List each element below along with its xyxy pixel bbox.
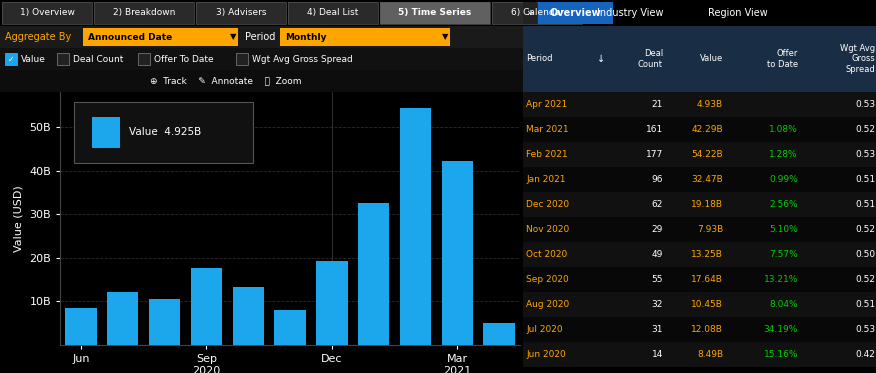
Text: Jun 2020: Jun 2020 <box>526 350 566 359</box>
Text: 13.25B: 13.25B <box>691 250 723 259</box>
Text: Dec 2020: Dec 2020 <box>526 200 569 209</box>
Text: Offer
to Date: Offer to Date <box>766 49 798 69</box>
Text: Wgt Avg
Gross
Spread: Wgt Avg Gross Spread <box>840 44 875 74</box>
Text: ▼: ▼ <box>230 32 237 41</box>
Text: 1.28%: 1.28% <box>769 150 798 159</box>
Text: 0.53: 0.53 <box>855 325 875 334</box>
Text: Aggregate By: Aggregate By <box>5 32 71 42</box>
Text: Value  4.925B: Value 4.925B <box>129 128 201 138</box>
Text: Mar 2021: Mar 2021 <box>526 125 569 134</box>
Text: »: » <box>526 8 533 18</box>
Text: 0.52: 0.52 <box>855 125 875 134</box>
Text: 4.93B: 4.93B <box>697 100 723 109</box>
Text: 19.18B: 19.18B <box>691 200 723 209</box>
Bar <box>65 308 96 345</box>
Bar <box>92 117 120 148</box>
Text: ✓: ✓ <box>8 54 14 63</box>
Text: Period: Period <box>245 32 275 42</box>
Text: Region View: Region View <box>708 8 768 18</box>
Text: 49: 49 <box>652 250 663 259</box>
Text: Period: Period <box>526 54 553 63</box>
Bar <box>149 300 180 345</box>
Text: Wgt Avg Gross Spread: Wgt Avg Gross Spread <box>252 54 353 63</box>
Text: 21: 21 <box>652 100 663 109</box>
Text: 8.04%: 8.04% <box>769 300 798 309</box>
Text: Announced Date: Announced Date <box>88 32 173 41</box>
Text: 5) Time Series: 5) Time Series <box>399 9 471 18</box>
Text: 0.53: 0.53 <box>855 150 875 159</box>
Text: 31: 31 <box>652 325 663 334</box>
Bar <box>399 109 431 345</box>
Bar <box>358 203 389 345</box>
Text: 42.29B: 42.29B <box>691 125 723 134</box>
Text: Aug 2020: Aug 2020 <box>526 300 569 309</box>
Text: 7.57%: 7.57% <box>769 250 798 259</box>
Text: ↓: ↓ <box>597 54 605 64</box>
Text: 0.42: 0.42 <box>855 350 875 359</box>
Text: Apr 2021: Apr 2021 <box>526 100 568 109</box>
Text: Oct 2020: Oct 2020 <box>526 250 568 259</box>
Bar <box>107 292 138 345</box>
Text: 1.08%: 1.08% <box>769 125 798 134</box>
Text: 32.47B: 32.47B <box>691 175 723 184</box>
Text: 0.51: 0.51 <box>855 175 875 184</box>
Bar <box>274 310 306 345</box>
Text: 15.16%: 15.16% <box>764 350 798 359</box>
Text: 55: 55 <box>652 275 663 284</box>
Bar <box>316 261 348 345</box>
Bar <box>484 323 515 345</box>
Text: 54.22B: 54.22B <box>691 150 723 159</box>
Text: Jan 2021: Jan 2021 <box>526 175 566 184</box>
Text: 10.45B: 10.45B <box>691 300 723 309</box>
Text: 0.52: 0.52 <box>855 225 875 234</box>
Text: 8.49B: 8.49B <box>697 350 723 359</box>
Text: 62: 62 <box>652 200 663 209</box>
Text: ⊕  Track    ✎  Annotate    🔍  Zoom: ⊕ Track ✎ Annotate 🔍 Zoom <box>150 76 301 85</box>
Text: Feb 2021: Feb 2021 <box>526 150 568 159</box>
Text: 4) Deal List: 4) Deal List <box>307 9 358 18</box>
Text: 177: 177 <box>646 150 663 159</box>
Text: Value: Value <box>21 54 46 63</box>
Text: 13.21%: 13.21% <box>764 275 798 284</box>
Text: Offer To Date: Offer To Date <box>154 54 214 63</box>
Text: Value: Value <box>700 54 723 63</box>
Text: 29: 29 <box>652 225 663 234</box>
Text: 2) Breakdown: 2) Breakdown <box>113 9 175 18</box>
Text: 32: 32 <box>652 300 663 309</box>
Text: 14: 14 <box>652 350 663 359</box>
Text: 34.19%: 34.19% <box>764 325 798 334</box>
Text: 7.93B: 7.93B <box>696 225 723 234</box>
Text: Overview: Overview <box>549 8 601 18</box>
Text: 0.50: 0.50 <box>855 250 875 259</box>
Text: 0.99%: 0.99% <box>769 175 798 184</box>
FancyBboxPatch shape <box>74 102 253 163</box>
Bar <box>191 268 222 345</box>
Text: Industry View: Industry View <box>597 8 663 18</box>
Text: Sep 2020: Sep 2020 <box>526 275 569 284</box>
Text: 2.56%: 2.56% <box>769 200 798 209</box>
Text: ▼: ▼ <box>442 32 449 41</box>
Bar <box>232 287 264 345</box>
Text: Deal Count: Deal Count <box>73 54 124 63</box>
Text: 0.52: 0.52 <box>855 275 875 284</box>
Text: 0.51: 0.51 <box>855 300 875 309</box>
Text: Jul 2020: Jul 2020 <box>526 325 562 334</box>
Text: 0.51: 0.51 <box>855 200 875 209</box>
Text: 1) Overview: 1) Overview <box>19 9 74 18</box>
Text: 161: 161 <box>646 125 663 134</box>
Text: Monthly: Monthly <box>285 32 327 41</box>
Text: 3) Advisers: 3) Advisers <box>215 9 266 18</box>
Text: 17.64B: 17.64B <box>691 275 723 284</box>
Y-axis label: Value (USD): Value (USD) <box>14 185 24 252</box>
Text: 96: 96 <box>652 175 663 184</box>
Text: Nov 2020: Nov 2020 <box>526 225 569 234</box>
Text: 0.53: 0.53 <box>855 100 875 109</box>
Text: Deal
Count: Deal Count <box>638 49 663 69</box>
Text: 5.10%: 5.10% <box>769 225 798 234</box>
Bar <box>442 160 473 345</box>
Text: 12.08B: 12.08B <box>691 325 723 334</box>
Text: 6) Calendar: 6) Calendar <box>511 9 563 18</box>
